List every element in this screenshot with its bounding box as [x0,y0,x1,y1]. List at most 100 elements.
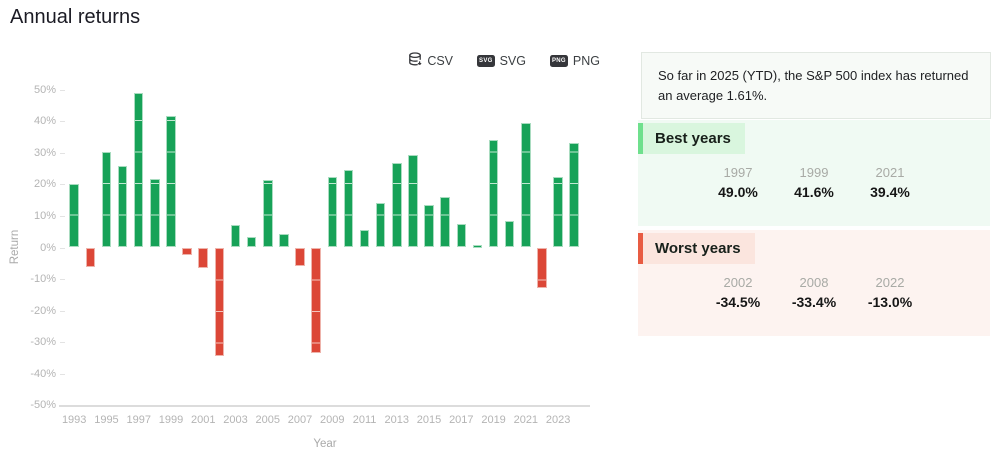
bar-2019[interactable] [488,139,499,248]
y-axis-tick-label-20: 20% [33,178,56,191]
y-axis-tick-label-40: 40% [33,115,56,128]
best-year-return-value: 49.0% [718,184,758,200]
y-axis-tick-label--40: -40% [30,367,56,380]
worst-year-year-label: 2022 [875,275,905,290]
y-axis-tick-mark [60,342,65,344]
bar-2013[interactable] [392,163,402,248]
bar-1995[interactable] [101,151,112,248]
export-svg-label: SVG [499,54,526,68]
bar-1993[interactable] [69,183,79,248]
bar-2014[interactable] [408,154,418,248]
y-axis-tick-label--50: -50% [30,399,56,412]
worst-year-item: 2002 -34.5% [700,275,776,310]
best-year-year-label: 1999 [799,165,829,180]
bar-1999[interactable] [166,116,176,248]
worst-year-item: 2008 -33.4% [776,275,852,310]
bar-2002[interactable] [214,247,225,357]
bar-1997[interactable] [133,93,144,248]
x-axis-tick-label-2015: 2015 [416,414,442,426]
x-axis-tick-label-2023: 2023 [545,414,571,426]
bar-2004[interactable] [246,237,257,248]
bar-1994[interactable] [85,247,96,268]
worst-years-header: Worst years [643,233,755,264]
bar-2010[interactable] [343,170,354,248]
bar-2001[interactable] [198,247,208,269]
export-svg-button[interactable]: SVG SVG [477,54,526,68]
best-years-columns: 1997 49.0% 1999 41.6% 2021 39.4% [638,165,990,200]
worst-years-columns: 2002 -34.5% 2008 -33.4% 2022 -13.0% [638,275,990,310]
x-axis-tick-label-2003: 2003 [223,414,248,426]
x-axis-tick-label-2019: 2019 [481,414,506,426]
best-year-year-label: 1997 [723,165,753,180]
best-year-return-value: 39.4% [870,184,910,200]
png-file-icon: PNG [550,55,568,67]
bar-2000[interactable] [182,247,192,255]
bar-2017[interactable] [456,224,467,248]
worst-years-box: Worst years 2002 -34.5% 2008 -33.4% 2022 -13.… [638,230,990,336]
worst-year-return-value: -33.4% [791,294,837,310]
bar-2022[interactable] [537,247,547,289]
y-axis-tick-mark [60,89,65,91]
bar-2020[interactable] [504,221,515,248]
worst-year-return-value: -34.5% [715,294,761,310]
bar-2015[interactable] [424,205,434,248]
y-axis-tick-label-10: 10% [33,209,56,222]
y-axis-tick-mark [60,310,65,312]
y-axis-tick-mark [60,247,65,249]
best-years-accent-bar [638,123,643,154]
annual-returns-bar-chart: Return Year 50% 40% 30% 20% 10% 0% -10% -20% -30… [9,84,590,450]
x-axis-tick-label-1995: 1995 [94,414,119,426]
y-axis-tick-label--20: -20% [30,304,56,317]
bar-2023[interactable] [553,177,563,248]
y-axis-tick-mark [60,215,65,217]
export-png-button[interactable]: PNG PNG [550,54,600,68]
export-csv-button[interactable]: CSV [408,52,453,70]
best-years-header: Best years [643,123,745,154]
y-axis-tick-mark [60,121,65,123]
bar-2006[interactable] [279,234,289,248]
bar-2005[interactable] [263,180,273,248]
bar-1998[interactable] [150,179,160,248]
export-csv-label: CSV [427,54,454,68]
x-axis-tick-label-2017: 2017 [449,414,474,426]
x-axis-tick-label-2013: 2013 [384,414,410,426]
worst-year-return-value: -13.0% [867,294,913,310]
x-axis-tick-label-2005: 2005 [255,414,280,426]
y-axis-tick-mark [60,279,65,281]
y-axis-tick-mark [60,184,65,186]
page-title: Annual returns [10,6,141,28]
x-axis-tick-label-2009: 2009 [320,414,345,426]
bar-2018[interactable] [472,245,483,248]
bar-2003[interactable] [230,225,241,248]
y-axis-tick-label--10: -10% [30,273,56,286]
bar-2008[interactable] [311,247,321,353]
x-axis-tick-label-2011: 2011 [352,414,377,426]
bar-2011[interactable] [359,229,370,248]
bar-1996[interactable] [117,166,128,248]
best-years-box: Best years 1997 49.0% 1999 41.6% 2021 39.4% [638,120,990,226]
y-axis-tick-mark [60,152,65,154]
y-axis-tick-label-30: 30% [33,146,56,159]
bar-2009[interactable] [327,176,338,248]
best-year-item: 2021 39.4% [852,165,928,200]
bar-2012[interactable] [375,203,386,248]
best-year-item: 1997 49.0% [700,165,776,200]
best-year-year-label: 2021 [875,165,905,180]
export-png-label: PNG [572,54,600,68]
x-axis-line [59,405,590,407]
x-axis-tick-label-2001: 2001 [190,414,216,426]
bar-2021[interactable] [521,123,531,248]
svg-file-icon: SVG [477,55,495,67]
worst-years-accent-bar [638,233,643,264]
ytd-note-box: So far in 2025 (YTD), the S&P 500 index … [641,52,991,119]
x-axis-tick-label-1999: 1999 [158,414,184,426]
best-year-return-value: 41.6% [794,184,834,200]
worst-year-year-label: 2008 [799,275,829,290]
bar-2007[interactable] [295,247,305,266]
bar-2024[interactable] [569,142,579,248]
x-axis-title: Year [313,438,337,450]
ytd-note-text: So far in 2025 (YTD), the S&P 500 index … [658,68,969,103]
y-axis-tick-mark [60,373,65,375]
bar-2016[interactable] [440,197,450,248]
